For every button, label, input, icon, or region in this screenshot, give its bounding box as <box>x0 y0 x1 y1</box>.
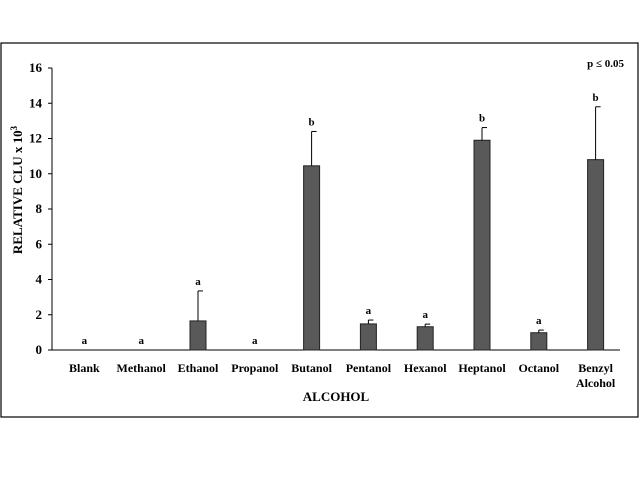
y-tick-label: 6 <box>36 236 43 251</box>
significance-letter: a <box>138 335 144 347</box>
y-ticks: 0 2 4 6 8 10 12 14 16 <box>29 60 52 357</box>
y-axis-label: RELATIVE CLU x 103 <box>9 125 25 254</box>
bar <box>530 332 548 351</box>
category-label: Octanol <box>518 361 559 375</box>
bar <box>303 165 321 351</box>
y-tick-label: 4 <box>36 272 43 287</box>
y-tick-label: 10 <box>29 166 42 181</box>
significance-letter: a <box>195 276 201 288</box>
y-tick-label: 14 <box>29 95 43 110</box>
bar <box>416 326 434 351</box>
significance-annotation: p ≤ 0.05 <box>587 58 624 70</box>
bar <box>587 159 605 351</box>
y-tick-label: 12 <box>29 131 42 146</box>
bar <box>189 320 207 351</box>
bars: a a a a b a a b a b <box>82 92 605 351</box>
bar <box>359 323 377 351</box>
y-tick-label: 16 <box>29 60 43 75</box>
bar <box>473 139 491 351</box>
y-axis-label-superscript: 3 <box>9 125 19 130</box>
category-labels: Blank Methanol Ethanol Propanol Butanol Penta… <box>69 361 616 390</box>
category-label: Methanol <box>117 361 167 375</box>
category-label: Blank <box>69 361 100 375</box>
significance-letter: a <box>536 315 542 327</box>
significance-letter: a <box>422 309 428 321</box>
category-label: Propanol <box>231 361 279 375</box>
category-label: Hexanol <box>404 361 447 375</box>
significance-letter: b <box>593 92 599 104</box>
category-label: Ethanol <box>178 361 219 375</box>
significance-letter: b <box>309 116 315 128</box>
significance-letter: a <box>252 335 258 347</box>
category-label: Butanol <box>291 361 332 375</box>
y-tick-label: 2 <box>36 307 43 322</box>
y-tick-label: 8 <box>36 201 43 216</box>
significance-letter: a <box>82 335 88 347</box>
x-axis-label: ALCOHOL <box>303 389 370 404</box>
category-label: Pentanol <box>346 361 392 375</box>
significance-letter: b <box>479 113 485 125</box>
category-label: Heptanol <box>458 361 506 375</box>
y-tick-label: 0 <box>36 342 43 357</box>
category-label: Benzyl Alcohol <box>576 361 616 390</box>
significance-letter: a <box>366 305 372 317</box>
